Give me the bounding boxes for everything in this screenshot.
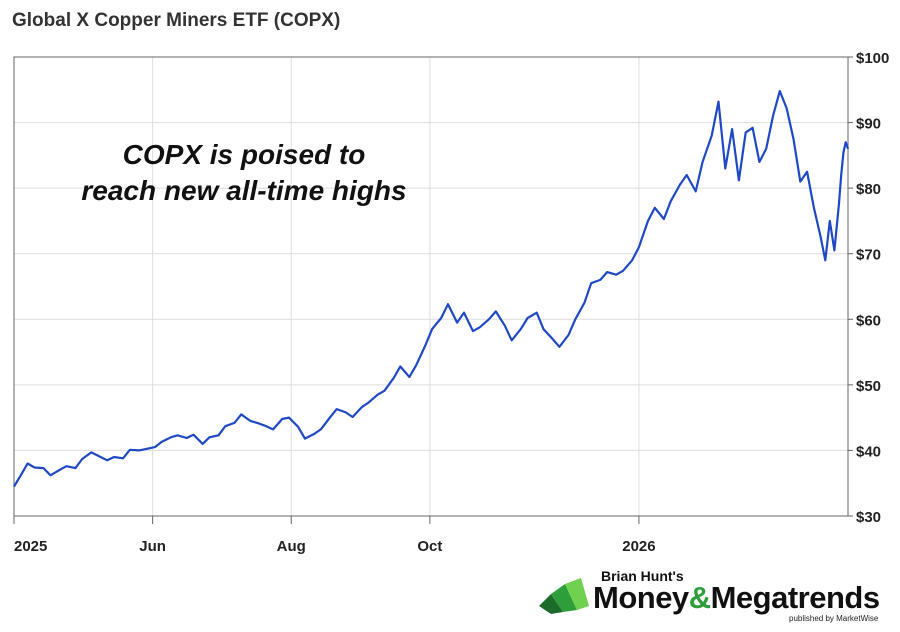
y-tick-label: $100 (856, 50, 889, 67)
y-tick-label: $90 (856, 116, 881, 133)
y-tick-label: $70 (856, 247, 881, 264)
y-tick-label: $80 (856, 181, 881, 198)
y-tick-label: $40 (856, 443, 881, 460)
brand-author: Brian Hunt's (601, 568, 684, 584)
annotation-line-2: reach new all-time highs (81, 175, 407, 206)
chart-annotation: COPX is poised to reach new all-time hig… (58, 137, 430, 209)
y-tick-label: $50 (856, 378, 881, 395)
annotation-line-1: COPX is poised to (122, 139, 366, 170)
price-series-line (13, 90, 850, 488)
x-tick-label: Oct (417, 538, 442, 555)
y-axis: $30 $40 $50 $60 $70 $80 $90 $100 (848, 50, 889, 526)
brand-name: Money&Megatrends (593, 580, 880, 616)
brand-published-by: published by MarketWise (789, 614, 879, 623)
x-tick-label: Jun (139, 538, 166, 555)
x-tick-label: 2026 (622, 538, 655, 555)
brand-logo: Brian Hunt's Money&Megatrends published … (537, 568, 887, 628)
x-tick-label: 2025 (14, 538, 47, 555)
y-tick-label: $60 (856, 312, 881, 329)
y-tick-label: $30 (856, 509, 881, 526)
brand-ampersand: & (688, 580, 711, 615)
brand-name-part2: Megatrends (710, 580, 880, 615)
bar-chart-logo-icon (539, 578, 589, 614)
plot-frame (13, 56, 849, 517)
x-tick-label: Aug (277, 538, 306, 555)
chart-title: Global X Copper Miners ETF (COPX) (12, 10, 341, 31)
x-axis: 2025 Jun Aug Oct 2026 (13, 516, 656, 555)
brand-name-part1: Money (593, 580, 689, 615)
grid-lines (14, 57, 848, 516)
